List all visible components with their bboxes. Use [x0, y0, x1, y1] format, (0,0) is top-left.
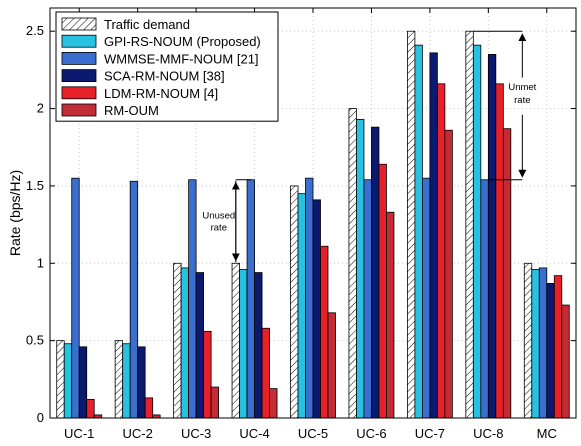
bar-wmmse-mmf-noum-21-uc-2: [129, 180, 139, 419]
bar-ldm-rm-noum-4-uc-4: [261, 327, 270, 419]
x-tick-label: UC-7: [415, 426, 445, 441]
legend-entry: SCA-RM-NOUM [38]: [104, 69, 225, 84]
y-tick-label: 1: [37, 255, 44, 270]
unused-rate-label: Unused: [202, 210, 235, 221]
bar-wmmse-mmf-noum-21-mc: [538, 267, 548, 419]
legend-swatch: [61, 52, 97, 65]
legend-entry: WMMSE-MMF-NOUM [21]: [104, 51, 259, 66]
bar-traffic-demand-mc: [523, 262, 533, 419]
y-tick-label: 1.5: [26, 178, 44, 193]
bar-gpi-rs-noum-proposed-uc-3: [180, 267, 190, 419]
bar-rm-oum-uc-3: [210, 386, 220, 419]
bar-ldm-rm-noum-4-uc-5: [320, 245, 329, 419]
x-tick-label: UC-3: [181, 426, 211, 441]
bar-traffic-demand-uc-5: [290, 185, 299, 419]
bar-gpi-rs-noum-proposed-uc-7: [414, 44, 423, 419]
x-tick-label: UC-1: [64, 426, 94, 441]
legend-swatch: [61, 34, 97, 48]
bar-gpi-rs-noum-proposed-uc-6: [356, 118, 365, 419]
x-axis: UC-1 UC-2 UC-3 UC-4 UC-5 UC-6 UC-7 UC-8 MC: [64, 8, 557, 441]
bar-gpi-rs-noum-proposed-uc-5: [297, 193, 306, 419]
bar-rm-oum-mc: [561, 304, 570, 419]
bar-sca-rm-noum-38-mc: [546, 282, 555, 419]
bar-rm-oum-uc-4: [269, 388, 278, 419]
x-tick-label: UC-5: [298, 426, 328, 441]
bar-gpi-rs-noum-proposed-uc-4: [239, 269, 248, 419]
bar-rm-oum-uc-8: [502, 128, 512, 419]
bar-rm-oum-uc-6: [386, 211, 395, 419]
bar-wmmse-mmf-noum-21-uc-7: [421, 177, 431, 419]
legend-entry: GPI-RS-NOUM (Proposed): [104, 34, 261, 49]
bar-traffic-demand-uc-2: [114, 340, 124, 419]
bar-ldm-rm-noum-4-mc: [553, 275, 563, 419]
bar-ldm-rm-noum-4-uc-2: [144, 397, 154, 419]
y-tick-label: 2.5: [26, 23, 44, 38]
bar-ldm-rm-noum-4-uc-7: [436, 83, 446, 419]
bar-ldm-rm-noum-4-uc-3: [203, 330, 212, 419]
unused-rate-label: rate: [211, 222, 227, 233]
legend: Traffic demand GPI-RS-NOUM (Proposed) WMMS…: [55, 11, 279, 122]
bar-sca-rm-noum-38-uc-5: [312, 199, 321, 419]
bar-sca-rm-noum-38-uc-6: [371, 126, 380, 419]
bar-sca-rm-noum-38-uc-1: [78, 346, 88, 419]
x-tick-label: UC-4: [239, 426, 269, 441]
bar-ldm-rm-noum-4-uc-8: [495, 83, 504, 419]
y-tick-label: 0: [37, 410, 44, 425]
y-axis-title: Rate (bps/Hz): [7, 170, 23, 256]
bar-traffic-demand-uc-7: [406, 30, 416, 419]
x-tick-label: UC-2: [122, 426, 152, 441]
bar-wmmse-mmf-noum-21-uc-5: [305, 177, 314, 419]
x-tick-label: MC: [537, 426, 557, 441]
bar-layer: [56, 30, 570, 419]
bar-sca-rm-noum-38-uc-7: [429, 52, 438, 419]
y-tick-label: 2: [37, 101, 44, 116]
bar-ldm-rm-noum-4-uc-6: [378, 163, 387, 419]
bar-gpi-rs-noum-proposed-mc: [531, 269, 540, 419]
bar-wmmse-mmf-noum-21-uc-6: [363, 179, 372, 419]
bar-rm-oum-uc-7: [444, 129, 453, 419]
y-tick-label: 0.5: [26, 333, 44, 348]
bar-gpi-rs-noum-proposed-uc-8: [472, 44, 482, 419]
legend-entry: Traffic demand: [104, 17, 190, 32]
legend-swatch: [61, 17, 97, 31]
bar-sca-rm-noum-38-uc-2: [137, 346, 146, 419]
legend-swatch: [61, 103, 97, 117]
legend-swatch: [61, 86, 97, 100]
bar-sca-rm-noum-38-uc-3: [195, 272, 205, 419]
bar-rm-oum-uc-5: [327, 312, 336, 419]
bar-wmmse-mmf-noum-21-uc-3: [188, 179, 197, 419]
bar-ldm-rm-noum-4-uc-1: [86, 399, 95, 419]
legend-swatch: [61, 69, 97, 82]
bar-gpi-rs-noum-proposed-uc-2: [122, 343, 131, 419]
bar-traffic-demand-uc-3: [173, 262, 182, 419]
bar-wmmse-mmf-noum-21-uc-8: [480, 179, 489, 419]
unmet-rate-label: Unmet: [508, 82, 536, 93]
bar-traffic-demand-uc-4: [231, 262, 240, 419]
y-axis: 0 0.5 1 1.5 2 2.5: [26, 23, 576, 425]
bar-traffic-demand-uc-6: [348, 108, 357, 419]
bar-wmmse-mmf-noum-21-uc-4: [246, 179, 255, 419]
x-tick-label: UC-6: [356, 426, 386, 441]
bar-sca-rm-noum-38-uc-8: [487, 54, 497, 419]
x-tick-label: UC-8: [473, 426, 503, 441]
unmet-rate-label: rate: [514, 95, 530, 106]
legend-entry: RM-OUM: [104, 103, 159, 118]
bar-wmmse-mmf-noum-21-uc-1: [71, 177, 80, 419]
bar-sca-rm-noum-38-uc-4: [254, 272, 263, 419]
bar-traffic-demand-uc-1: [56, 340, 65, 419]
legend-entry: LDM-RM-NOUM [4]: [104, 86, 218, 101]
bar-traffic-demand-uc-8: [465, 30, 474, 419]
bar-gpi-rs-noum-proposed-uc-1: [63, 343, 73, 419]
